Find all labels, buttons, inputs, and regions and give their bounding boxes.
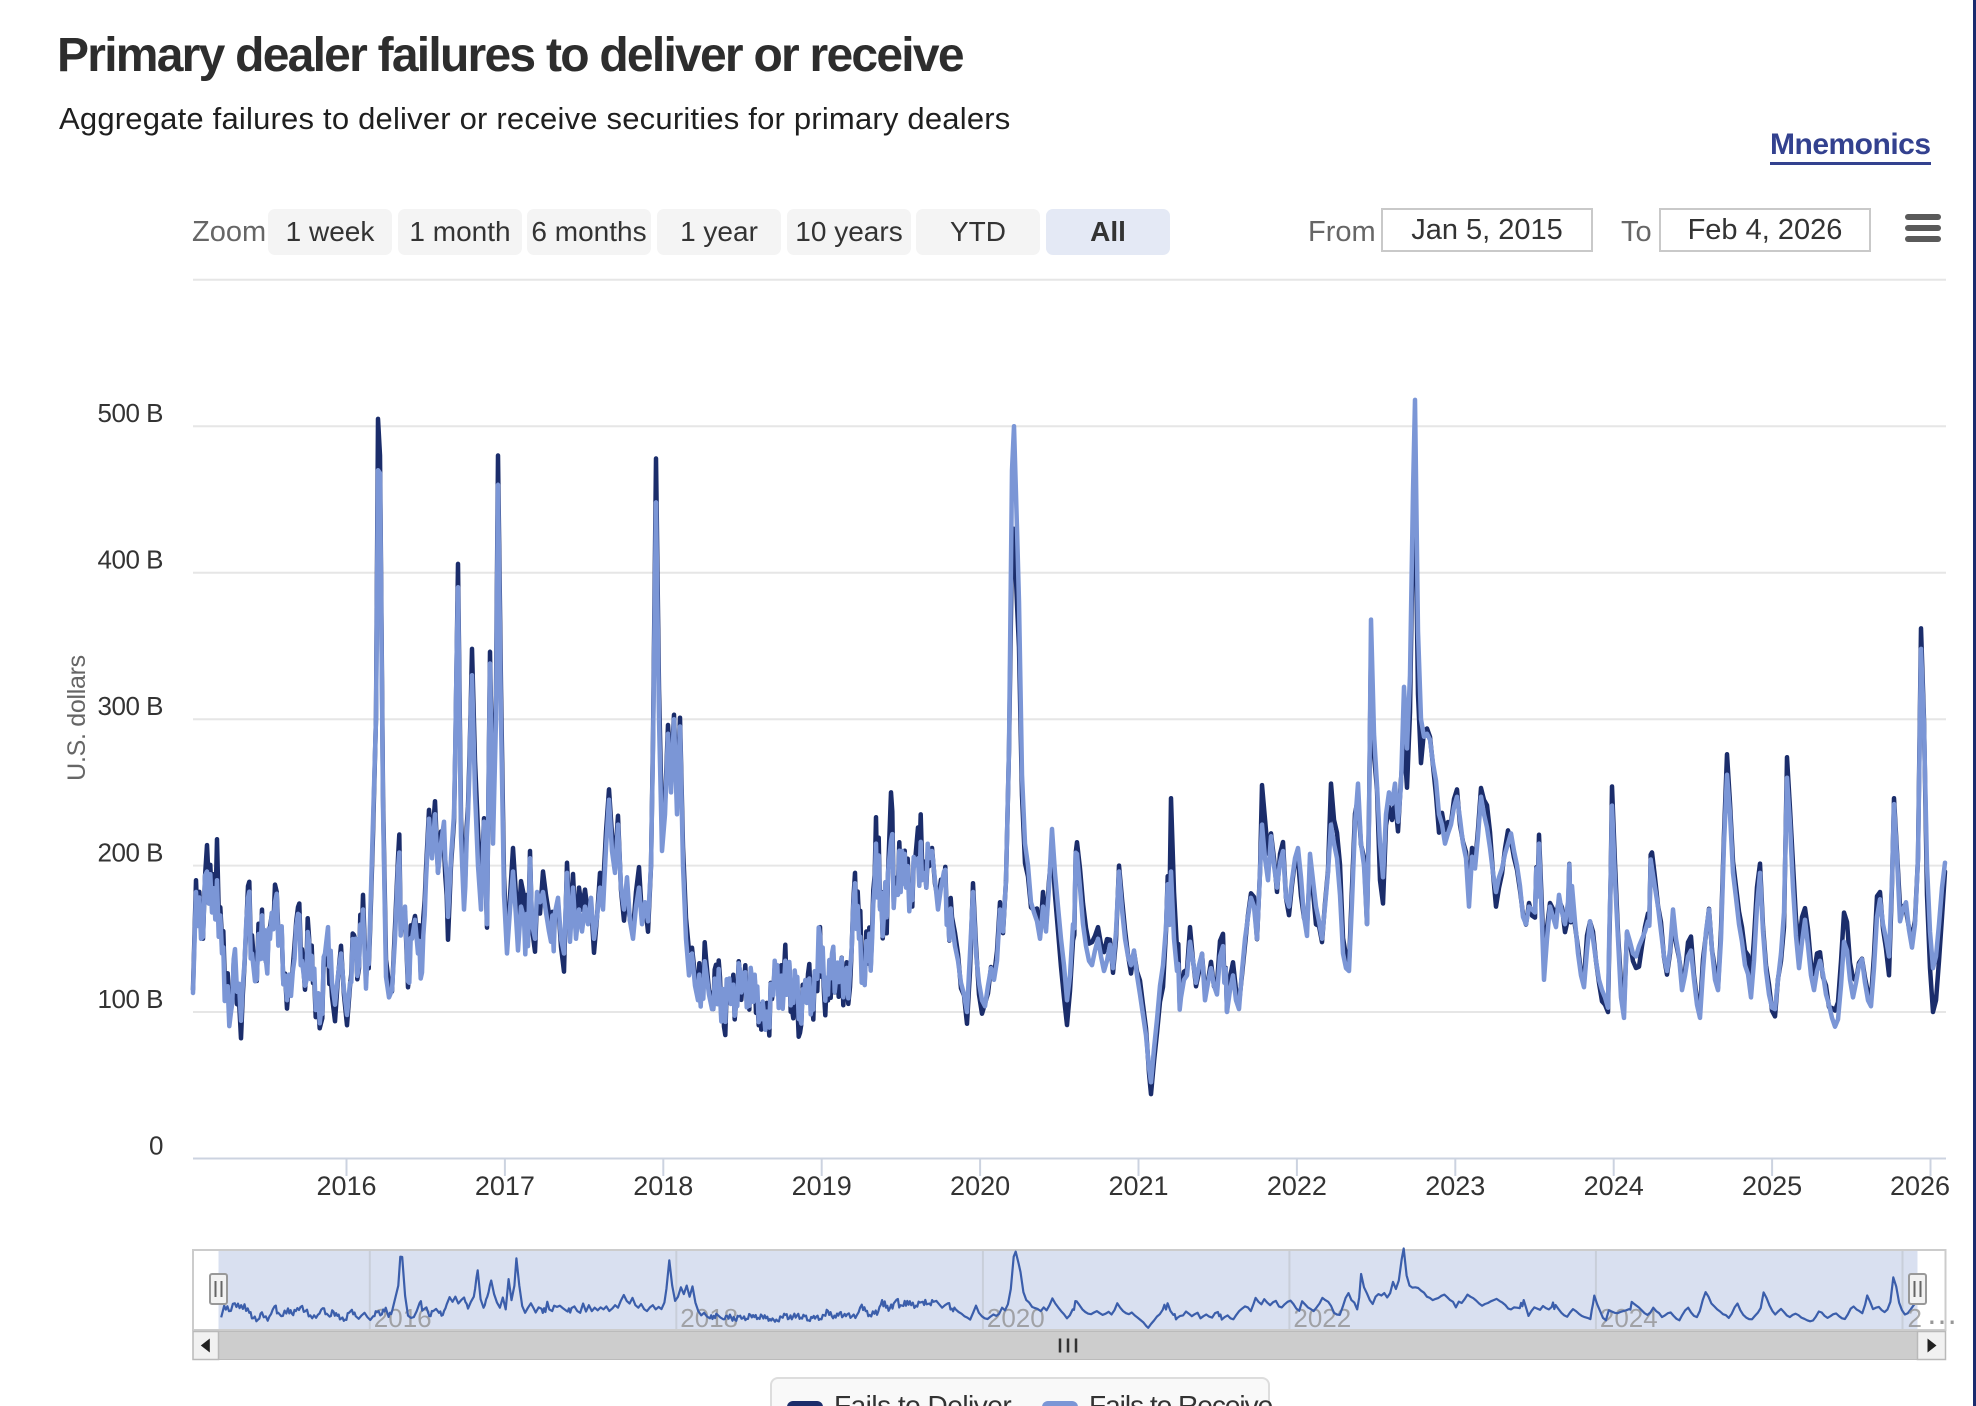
svg-text:0: 0 [149, 1131, 163, 1161]
svg-text:2016: 2016 [374, 1303, 432, 1333]
svg-text:2024: 2024 [1584, 1171, 1644, 1201]
svg-text:2021: 2021 [1108, 1171, 1168, 1201]
svg-text:2020: 2020 [950, 1171, 1010, 1201]
svg-text:300 B: 300 B [98, 691, 163, 721]
svg-text:2026: 2026 [1890, 1171, 1950, 1201]
svg-text:100 B: 100 B [98, 984, 163, 1014]
svg-text:400 B: 400 B [98, 545, 163, 575]
svg-text:2018: 2018 [633, 1171, 693, 1201]
svg-text:2023: 2023 [1425, 1171, 1485, 1201]
svg-text:2: 2 [1908, 1303, 1922, 1333]
svg-text:500 B: 500 B [98, 398, 163, 428]
svg-text:2016: 2016 [316, 1171, 376, 1201]
svg-text:2025: 2025 [1742, 1171, 1802, 1201]
svg-text:200 B: 200 B [98, 838, 163, 868]
svg-text:…: … [1926, 1295, 1958, 1331]
svg-text:2019: 2019 [792, 1171, 852, 1201]
svg-text:2024: 2024 [1600, 1303, 1658, 1333]
svg-text:2022: 2022 [1267, 1171, 1327, 1201]
svg-text:U.S. dollars: U.S. dollars [63, 655, 91, 781]
svg-text:2017: 2017 [475, 1171, 535, 1201]
